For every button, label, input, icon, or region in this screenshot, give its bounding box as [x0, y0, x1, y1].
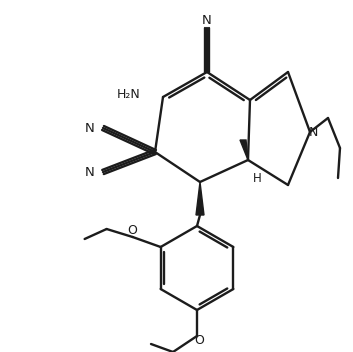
- Polygon shape: [196, 182, 204, 215]
- Polygon shape: [240, 140, 248, 160]
- Text: N: N: [202, 14, 212, 27]
- Text: H: H: [253, 171, 262, 184]
- Text: N: N: [85, 121, 95, 134]
- Text: N: N: [308, 126, 318, 138]
- Text: O: O: [128, 224, 138, 237]
- Text: O: O: [194, 334, 204, 347]
- Text: H₂N: H₂N: [117, 88, 141, 101]
- Text: N: N: [85, 165, 95, 178]
